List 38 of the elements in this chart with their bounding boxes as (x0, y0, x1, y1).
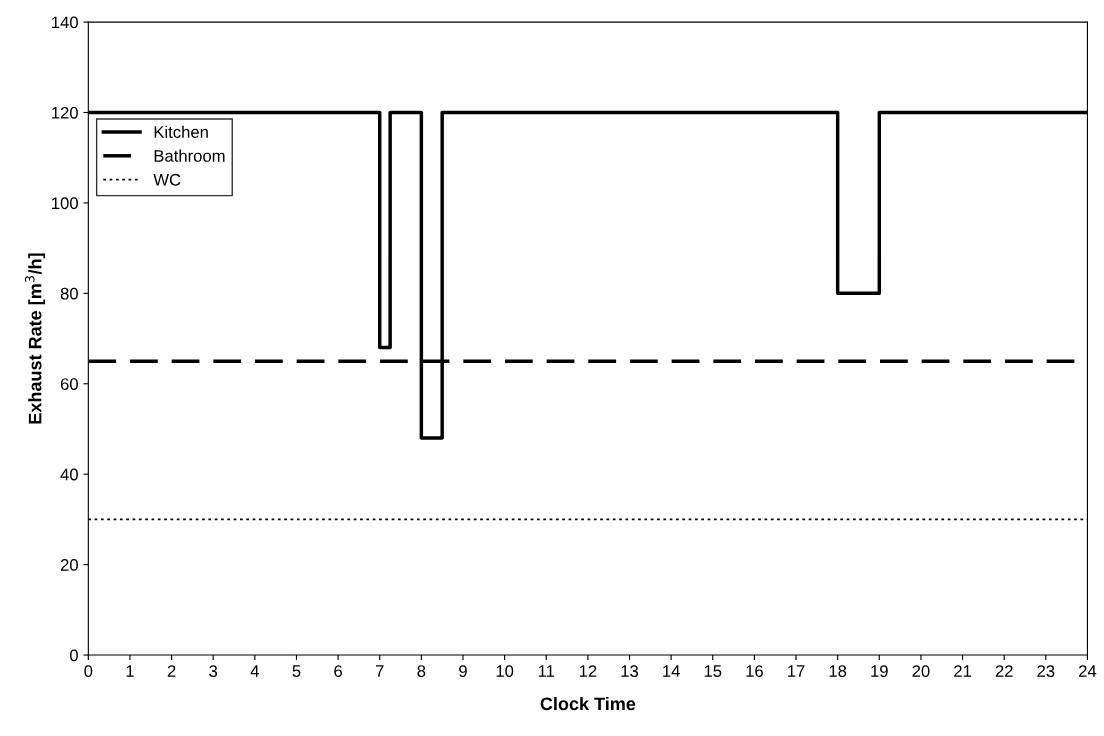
y-tick-label: 0 (69, 649, 78, 662)
x-tick-label: 7 (375, 665, 384, 677)
x-axis-title: Clock Time (540, 696, 636, 711)
x-tick-label: 20 (912, 665, 930, 677)
x-tick-label: 22 (995, 665, 1013, 677)
x-tick-label: 24 (1079, 665, 1097, 677)
y-tick-label: 40 (60, 468, 78, 481)
legend-label: Bathroom (154, 149, 225, 162)
x-tick-label: 4 (250, 665, 259, 677)
x-tick-label: 16 (746, 665, 763, 677)
y-tick-label: 80 (60, 287, 78, 300)
x-tick-label: 12 (579, 665, 597, 677)
x-tick-label: 3 (209, 665, 218, 677)
y-tick-label: 120 (52, 106, 78, 119)
x-tick-label: 23 (1037, 665, 1055, 677)
x-tick-label: 18 (829, 665, 847, 677)
x-tick-label: 1 (126, 665, 134, 677)
y-axis-title: Exhaust Rate [m$^{3}$/h] (25, 253, 46, 424)
legend-label: WC (153, 173, 181, 186)
legend-label: Kitchen (154, 125, 208, 138)
x-tick-label: 13 (621, 665, 639, 677)
x-tick-label: 11 (538, 665, 555, 677)
x-tick-label: 15 (704, 665, 722, 677)
x-tick-label: 2 (167, 665, 176, 677)
y-tick-label: 20 (60, 559, 78, 571)
x-tick-label: 10 (496, 665, 514, 677)
x-tick-label: 9 (459, 665, 467, 677)
x-tick-label: 17 (788, 665, 805, 677)
x-tick-label: 6 (334, 665, 342, 677)
x-tick-label: 14 (663, 665, 680, 677)
x-tick-label: 5 (292, 665, 301, 677)
x-tick-label: 0 (84, 665, 93, 677)
x-tick-label: 8 (417, 665, 426, 677)
x-tick-label: 19 (871, 665, 888, 677)
y-tick-label: 140 (52, 16, 78, 29)
y-tick-label: 60 (60, 378, 78, 390)
x-tick-label: 21 (954, 665, 972, 677)
y-tick-label: 100 (52, 197, 78, 210)
